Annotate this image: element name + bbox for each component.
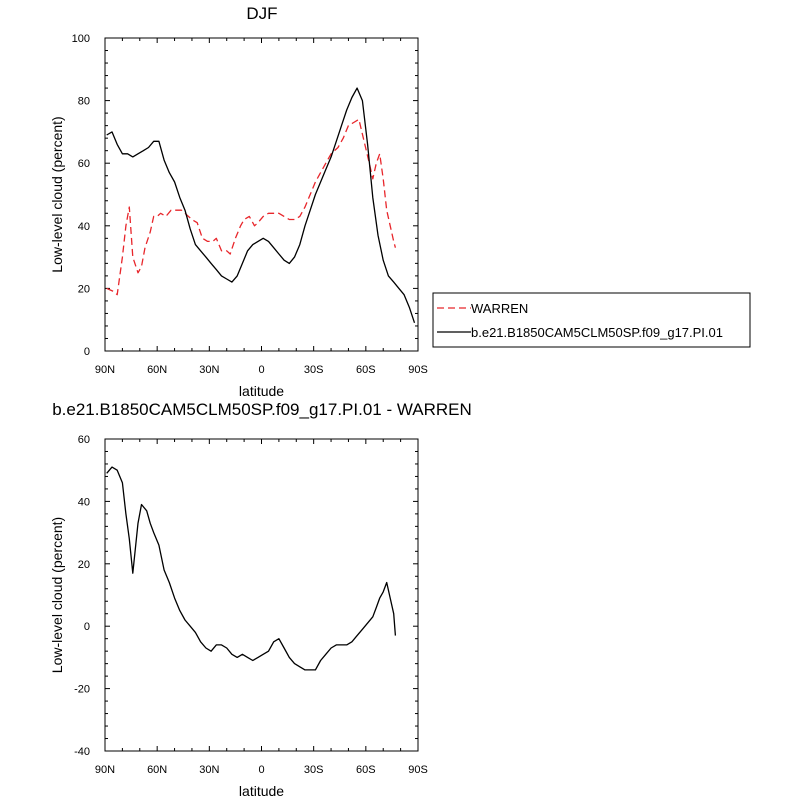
x-tick-label: 0 xyxy=(258,764,264,776)
panel-djf: DJF 90N 60N 30N 0 30S 60S 90S 0 20 40 60 80 100 latitu… xyxy=(49,4,751,399)
x-tick-label: 90N xyxy=(95,364,115,376)
x-tick-label: 60N xyxy=(147,764,167,776)
y-tick-label: 0 xyxy=(84,346,90,358)
y-tick-label: -40 xyxy=(74,746,90,758)
x-tick-label: 60N xyxy=(147,364,167,376)
y-tick-label: 0 xyxy=(84,621,90,633)
y-tick-label: 100 xyxy=(72,33,90,45)
plot-frame xyxy=(104,37,419,352)
series-line-1 xyxy=(106,87,416,324)
x-tick-label: 90S xyxy=(408,764,428,776)
y-tick-label: 20 xyxy=(78,283,90,295)
x-tick-label: 30S xyxy=(304,364,324,376)
chart-title: b.e21.B1850CAM5CLM50SP.f09_g17.PI.01 - W… xyxy=(52,400,472,419)
series-line-0 xyxy=(106,118,397,296)
x-axis-label: latitude xyxy=(239,783,284,799)
x-tick-label: 60S xyxy=(356,764,376,776)
x-tick-label: 30S xyxy=(304,764,324,776)
y-tick-label: 40 xyxy=(78,496,90,508)
y-tick-label: 60 xyxy=(78,158,90,170)
x-tick-label: 90N xyxy=(95,764,115,776)
y-tick-label: 60 xyxy=(78,434,90,446)
y-tick-label: 20 xyxy=(78,559,90,571)
y-tick-label: -20 xyxy=(74,684,90,696)
series-line-0 xyxy=(106,466,397,671)
x-tick-label: 30N xyxy=(199,764,219,776)
chart-title: DJF xyxy=(246,4,277,23)
panel-difference: b.e21.B1850CAM5CLM50SP.f09_g17.PI.01 - W… xyxy=(49,400,472,799)
x-tick-label: 60S xyxy=(356,364,376,376)
y-axis-label: Low-level cloud (percent) xyxy=(49,116,65,272)
legend-label-0: WARREN xyxy=(471,301,528,316)
x-tick-label: 0 xyxy=(258,364,264,376)
plot-frame xyxy=(104,438,419,752)
legend-label-1: b.e21.B1850CAM5CLM50SP.f09_g17.PI.01 xyxy=(471,325,723,340)
y-tick-label: 40 xyxy=(78,221,90,233)
x-tick-label: 90S xyxy=(408,364,428,376)
y-axis-label: Low-level cloud (percent) xyxy=(49,517,65,673)
x-tick-label: 30N xyxy=(199,364,219,376)
legend-box xyxy=(432,292,751,348)
y-tick-label: 80 xyxy=(78,96,90,108)
x-axis-label: latitude xyxy=(239,383,284,399)
